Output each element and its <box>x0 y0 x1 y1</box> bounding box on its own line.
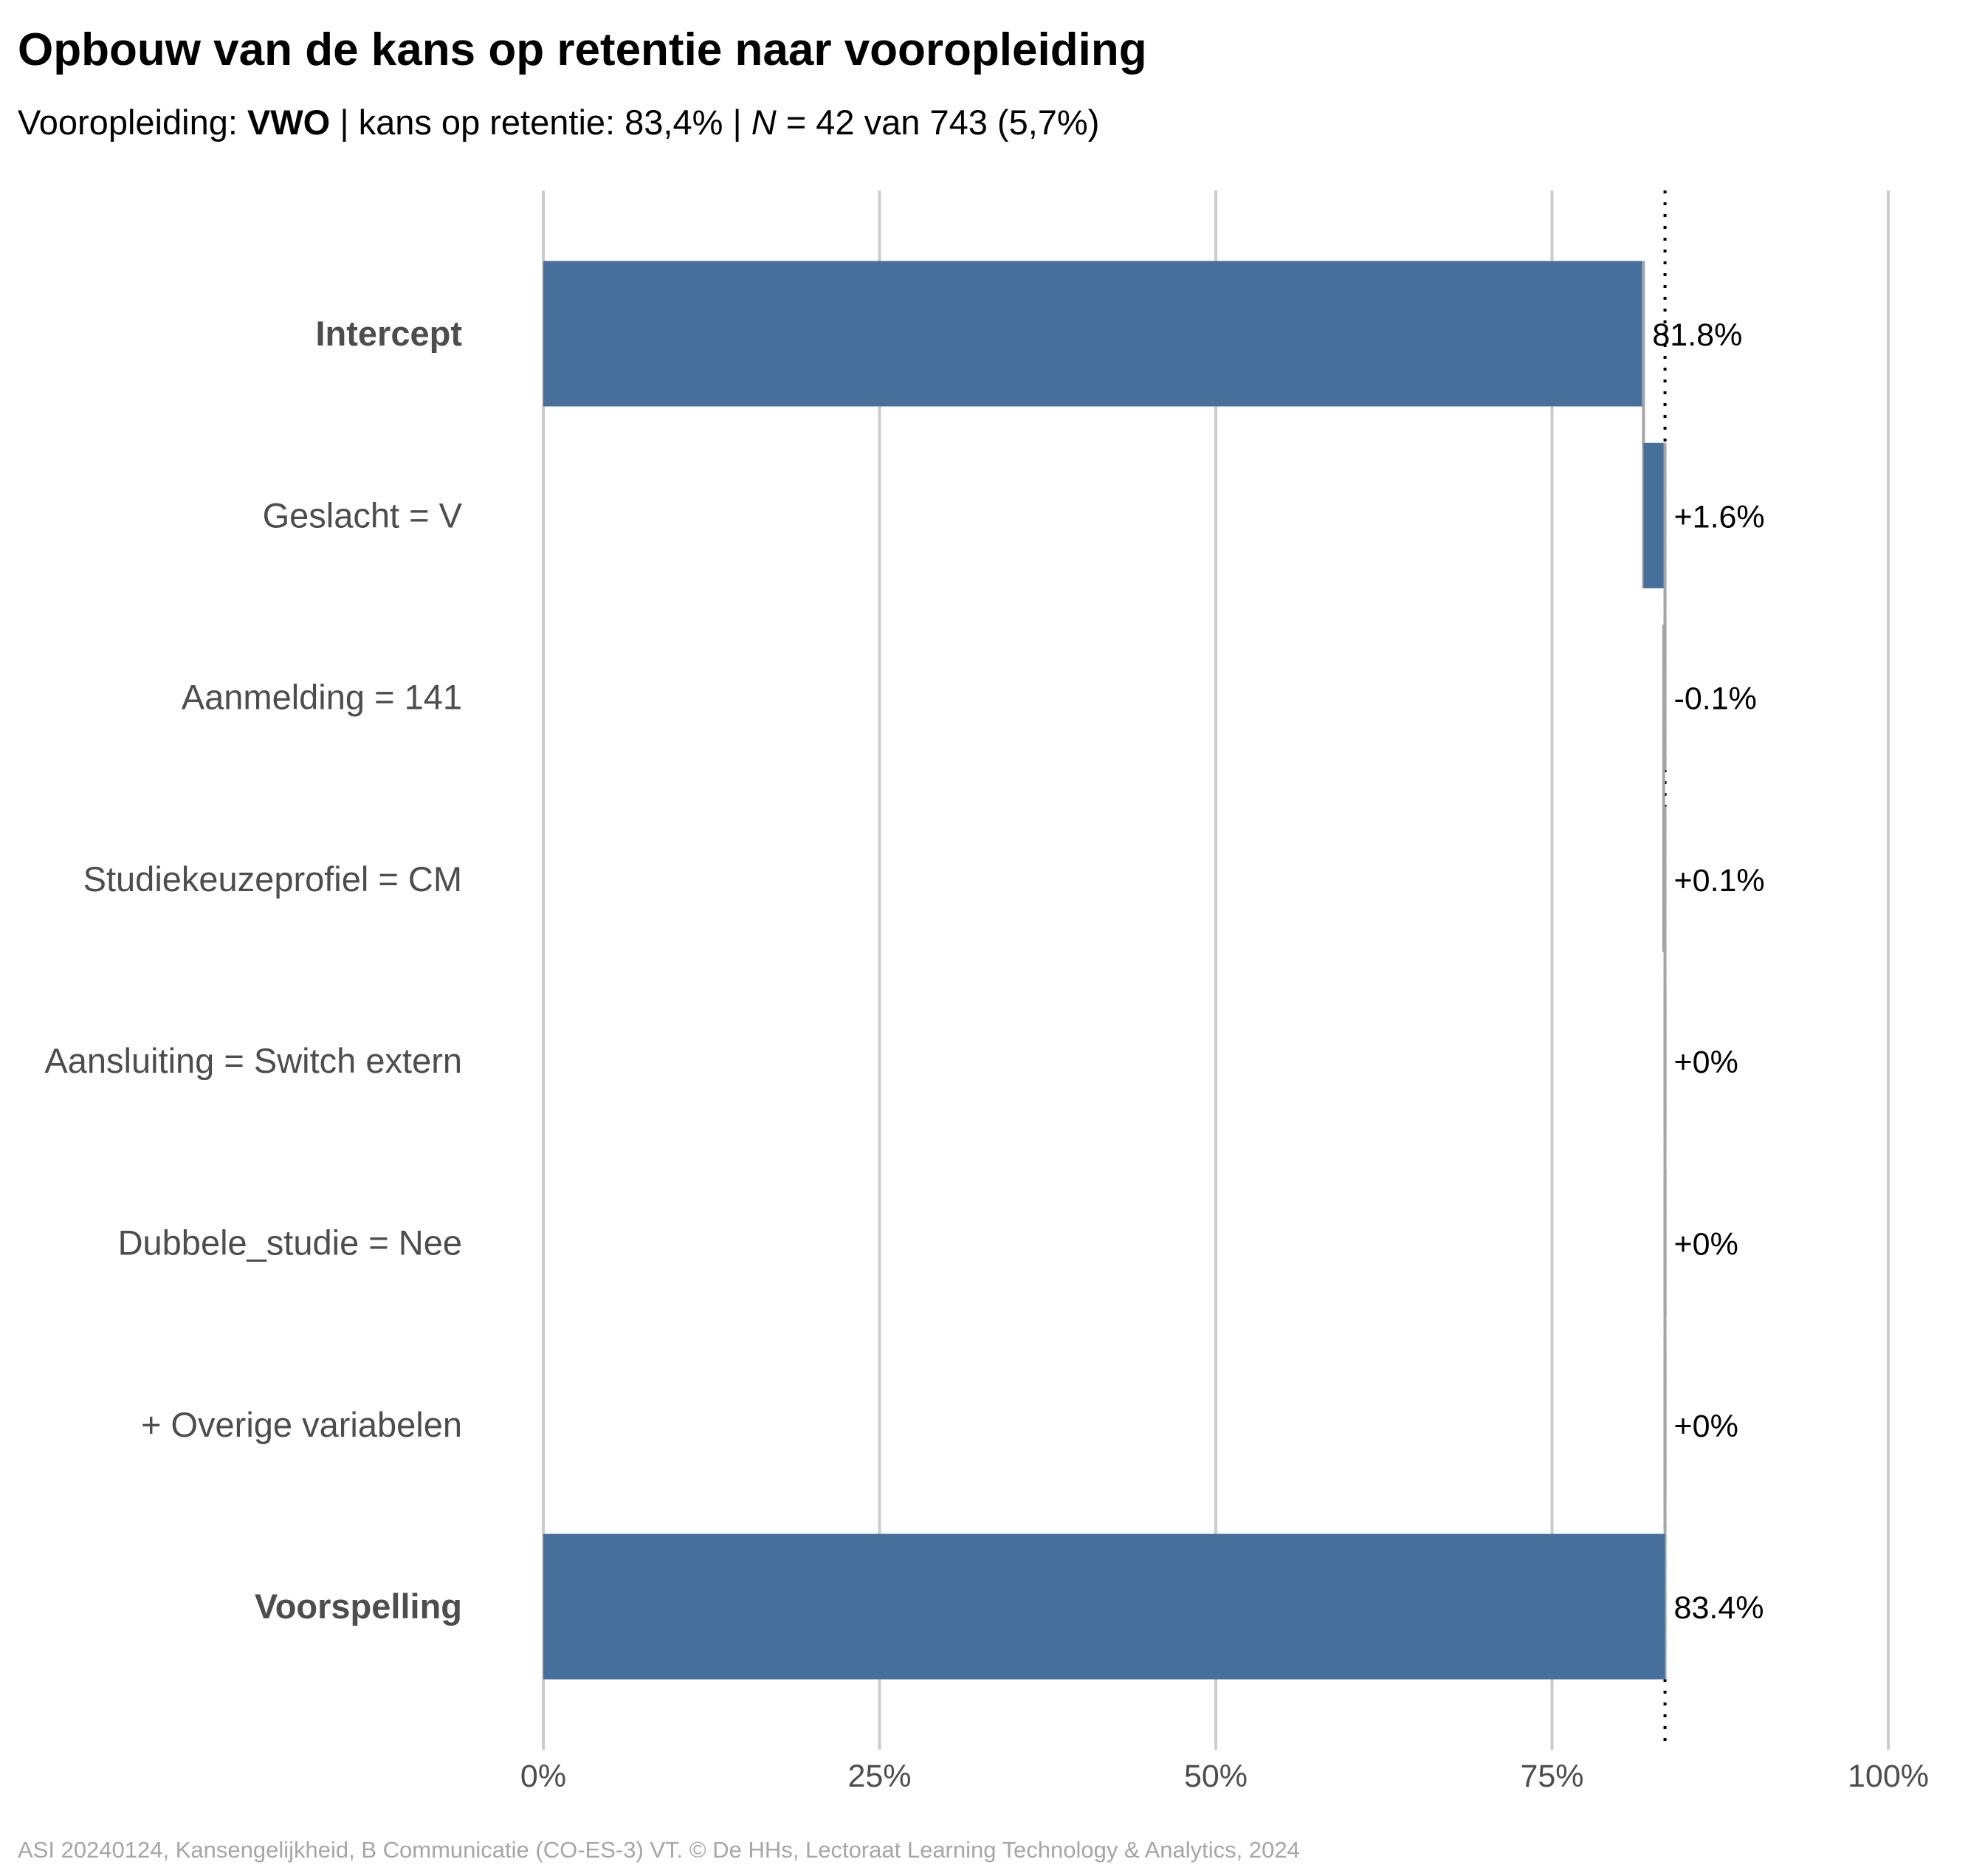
chart-title: Opbouw van de kans op retentie naar voor… <box>18 24 1147 75</box>
waterfall-bar <box>1643 442 1665 588</box>
bars <box>543 261 1667 1680</box>
subtitle-n-symbol: N <box>751 103 777 142</box>
category-label: Geslacht = V <box>263 495 463 535</box>
x-axis-ticks: 0% 25% 50% 75% 100% <box>520 1759 1929 1794</box>
category-label: + Overige variabelen <box>141 1405 462 1444</box>
value-label: -0.1% <box>1674 681 1757 717</box>
subtitle-n-text: = 42 van 743 (5,7%) <box>785 103 1100 142</box>
category-label: Studiekeuzeprofiel = CM <box>83 859 462 899</box>
category-label: Aansluiting = Switch extern <box>44 1041 462 1080</box>
x-tick-label: 75% <box>1520 1759 1583 1794</box>
value-label: +0% <box>1674 1409 1738 1444</box>
value-labels: 81.8% +1.6% -0.1% +0.1% +0% +0% +0% 83.4% <box>1652 317 1764 1626</box>
x-tick-label: 100% <box>1848 1759 1929 1794</box>
subtitle-label: Vooropleiding: <box>18 103 238 142</box>
grid-lines <box>542 190 1890 1750</box>
category-label: Voorspelling <box>255 1587 462 1626</box>
x-tick-label: 50% <box>1184 1759 1248 1794</box>
waterfall-bar <box>543 1533 1665 1680</box>
subtitle-group: VWO <box>247 103 331 142</box>
subtitle-separator: | <box>340 103 349 142</box>
chart-subtitle: Vooropleiding: VWO | kans op retentie: 8… <box>18 102 1099 142</box>
waterfall-bar <box>543 261 1644 407</box>
value-label: 83.4% <box>1674 1590 1764 1626</box>
value-label: +0% <box>1674 1227 1738 1262</box>
subtitle-kans: kans op retentie: 83,4% <box>358 103 723 142</box>
x-tick-label: 0% <box>520 1759 566 1794</box>
category-label: Intercept <box>316 314 463 353</box>
category-label: Aanmelding = 141 <box>182 678 462 717</box>
chart-caption: ASI 20240124, Kansengelijkheid, B Commun… <box>18 1837 1300 1863</box>
value-label: +0% <box>1674 1045 1738 1080</box>
value-label: +1.6% <box>1674 499 1765 535</box>
value-label: +0.1% <box>1674 863 1765 899</box>
value-label: 81.8% <box>1652 317 1742 353</box>
subtitle-separator: | <box>732 103 742 142</box>
category-labels: Intercept Geslacht = V Aanmelding = 141 Stu… <box>44 314 462 1626</box>
x-tick-label: 25% <box>847 1759 911 1794</box>
category-label: Dubbele_studie = Nee <box>118 1223 462 1262</box>
